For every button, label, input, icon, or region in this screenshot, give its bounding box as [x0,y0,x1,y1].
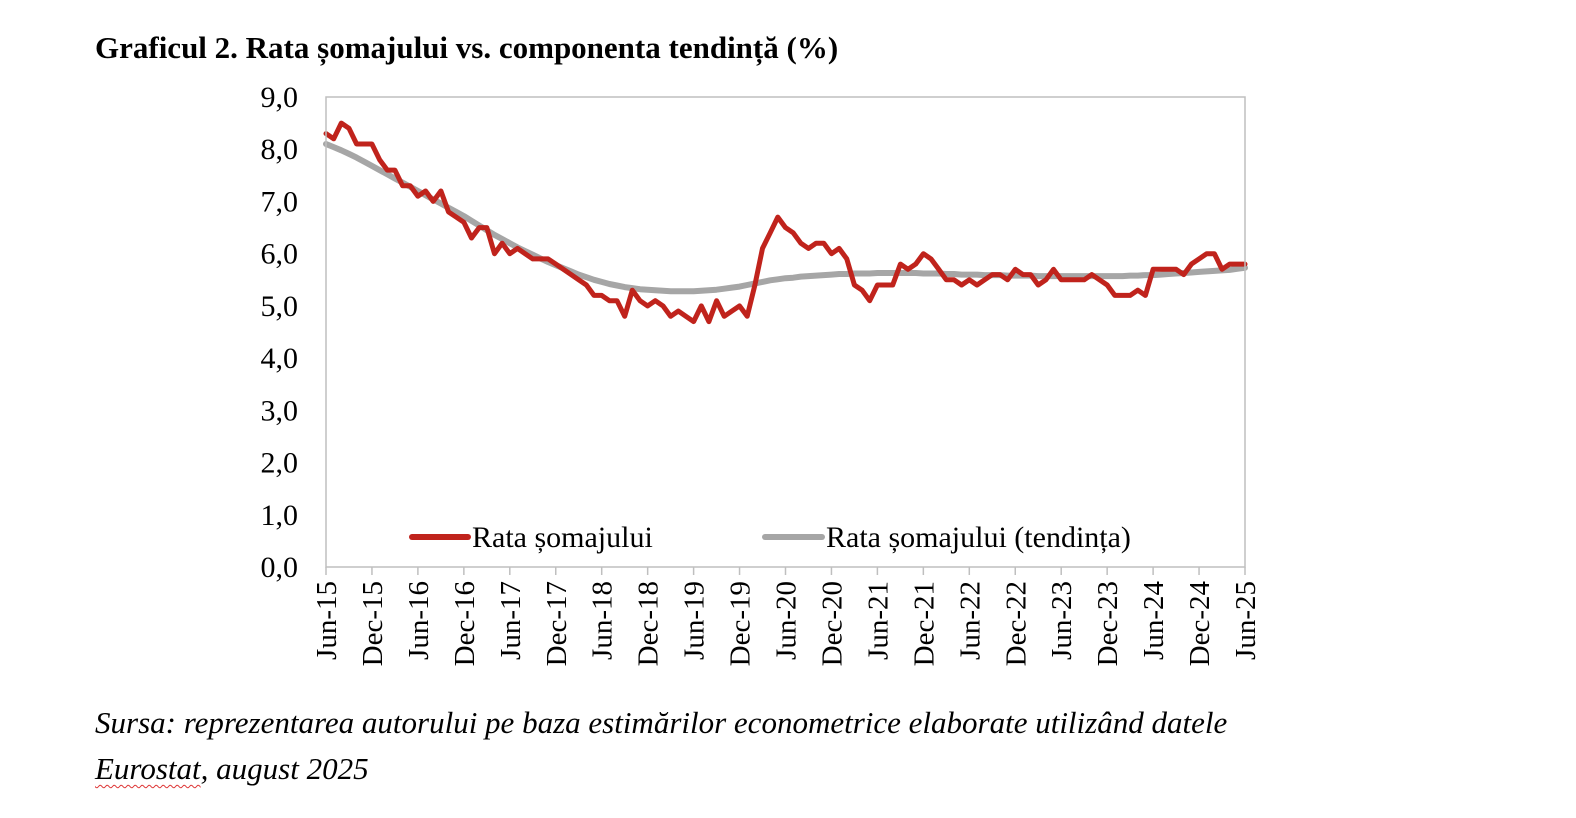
x-axis: Jun-15 Dec-15 Jun-16 Dec-16 Jun-17 Dec-17 Jun-… [311,567,1262,666]
y-axis: 0,0 1,0 2,0 3,0 4,0 5,0 6,0 7,0 8,0 9,0 [261,81,299,584]
legend: Rata șomajului Rata șomajului (tendința) [409,521,1131,554]
x-tick-label: Dec-15 [357,581,389,666]
y-tick-label: 2,0 [261,447,299,480]
x-tick-label: Jun-18 [587,581,619,660]
chart-title: Graficul 2. Rata șomajului vs. component… [95,30,839,65]
x-tick-label: Jun-25 [1230,581,1262,660]
source-eurostat: Eurostat [95,751,201,786]
series-trend-line [323,141,1248,295]
x-tick-label: Dec-16 [449,581,481,666]
y-tick-label: 9,0 [261,81,299,114]
x-tick-label: Jun-15 [311,581,343,660]
x-tick-label: Dec-22 [1000,581,1032,666]
y-tick-label: 3,0 [261,394,299,427]
y-tick-label: 6,0 [261,238,299,271]
source-line2: , august 2025 [200,751,369,786]
x-tick-label: Dec-20 [816,581,848,666]
x-tick-label: Jun-23 [1046,581,1078,660]
source-line1: Sursa: reprezentarea autorului pe baza e… [95,705,1228,740]
legend-label: Rata șomajului (tendința) [826,521,1131,554]
y-tick-label: 7,0 [261,185,299,218]
x-tick-label: Dec-23 [1092,581,1124,666]
x-tick-label: Jun-22 [954,581,986,660]
y-tick-label: 8,0 [261,133,299,166]
x-tick-label: Jun-24 [1138,581,1170,660]
series-rate-line [323,120,1248,325]
x-tick-label: Jun-19 [679,581,711,660]
x-tick-label: Dec-17 [541,581,573,666]
plot-frame [325,96,1246,568]
series-layer [323,120,1248,325]
y-tick-label: 4,0 [261,342,299,375]
x-tick-label: Jun-17 [495,581,527,660]
y-tick-label: 1,0 [261,499,299,532]
x-tick-label: Jun-21 [862,581,894,660]
x-tick-label: Dec-24 [1184,581,1216,667]
x-tick-label: Jun-16 [403,581,435,660]
x-tick-label: Dec-18 [633,581,665,666]
x-tick-label: Dec-21 [908,581,940,666]
x-tick-label: Dec-19 [725,581,757,666]
x-tick-label: Jun-20 [771,581,803,660]
source-note: Sursa: reprezentarea autorului pe baza e… [95,700,1405,792]
y-tick-label: 0,0 [261,551,299,584]
legend-label: Rata șomajului [472,521,653,554]
y-tick-label: 5,0 [261,290,299,323]
